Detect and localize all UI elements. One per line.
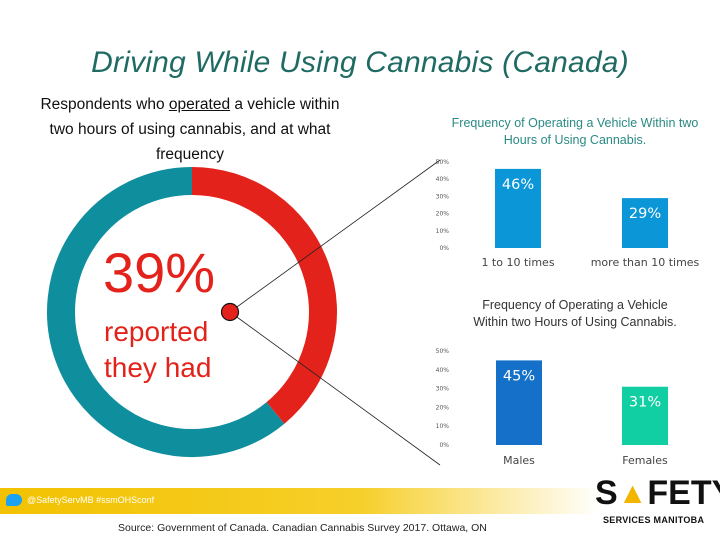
chart1-ytick-label: 50% bbox=[436, 159, 450, 166]
chart1-ytick-label: 20% bbox=[436, 211, 450, 218]
chart2-data-label: 45% bbox=[503, 368, 535, 384]
callout-line-lower bbox=[229, 311, 441, 466]
chart1-data-label: 29% bbox=[629, 206, 661, 222]
social-handles: @SafetyServMB #ssmOHSconf bbox=[6, 494, 154, 506]
slide-title: Driving While Using Cannabis (Canada) bbox=[91, 46, 629, 79]
gender-bar-chart: 0% 10% 20% 30% 40% 50% 45% Males 31% Females bbox=[436, 348, 668, 467]
chart1-category-label: more than 10 times bbox=[591, 256, 700, 269]
chart2-bar bbox=[622, 386, 668, 445]
chart1-ytick-label: 0% bbox=[439, 245, 449, 252]
chart2-category-label: Males bbox=[503, 454, 535, 467]
subtitle-part-2: a vehicle within two hours of using cann… bbox=[49, 96, 340, 163]
donut-caption: reported they had bbox=[104, 314, 211, 386]
chart1-data-label: 46% bbox=[502, 177, 534, 193]
chart2-bar bbox=[496, 360, 542, 445]
frequency-bar-chart: 0% 10% 20% 30% 40% 50% 46% 1 to 10 times 29% more… bbox=[436, 159, 700, 269]
chart1-title: Frequency of Operating a Vehicle Within … bbox=[451, 116, 699, 147]
safety-services-logo: S▲FETY SERVICES MANITOBA bbox=[595, 474, 720, 534]
chart1-bar bbox=[622, 198, 668, 248]
chart1-bar bbox=[495, 168, 541, 248]
twitter-icon bbox=[6, 494, 22, 506]
chart2-ytick-label: 20% bbox=[436, 404, 450, 411]
logo-subtitle: SERVICES MANITOBA bbox=[603, 515, 705, 525]
donut-percent-label: 39% bbox=[103, 241, 216, 304]
subtitle-underlined-word: operated bbox=[168, 96, 231, 113]
donut-slice-reported bbox=[191, 167, 337, 424]
source-citation: Source: Government of Canada. Canadian C… bbox=[118, 522, 487, 534]
logo-a-icon: ▲ bbox=[617, 476, 648, 510]
callout-dot bbox=[220, 302, 240, 322]
social-handles-text: @SafetyServMB #ssmOHSconf bbox=[27, 495, 155, 505]
chart1-ytick-label: 30% bbox=[436, 193, 450, 200]
chart2-ytick-label: 10% bbox=[436, 423, 450, 430]
chart1-ytick-label: 10% bbox=[436, 228, 450, 235]
chart2-ytick-label: 50% bbox=[436, 348, 450, 355]
chart2-data-label: 31% bbox=[629, 395, 661, 411]
logo-rest: FETY bbox=[647, 474, 720, 512]
chart2-ytick-label: 30% bbox=[436, 386, 450, 393]
donut-slice-did-not bbox=[47, 167, 285, 457]
chart2-ytick-label: 40% bbox=[436, 367, 450, 374]
donut-caption-line-1: reported bbox=[104, 316, 209, 347]
donut-subtitle: Respondents who operated a vehicle withi… bbox=[30, 92, 350, 167]
donut-caption-line-2: they had bbox=[104, 352, 212, 383]
logo-wordmark: S▲FETY bbox=[595, 474, 720, 513]
chart2-title: Frequency of Operating a Vehicle Within … bbox=[473, 298, 677, 329]
subtitle-part-1: Respondents who bbox=[40, 96, 169, 113]
chart1-ytick-label: 40% bbox=[436, 176, 450, 183]
chart2-category-label: Females bbox=[622, 454, 668, 467]
footer-bar bbox=[0, 488, 600, 514]
logo-s: S bbox=[595, 474, 618, 512]
callout-line-upper bbox=[229, 159, 441, 313]
chart2-ytick-label: 0% bbox=[439, 442, 449, 449]
chart1-category-label: 1 to 10 times bbox=[481, 256, 554, 269]
